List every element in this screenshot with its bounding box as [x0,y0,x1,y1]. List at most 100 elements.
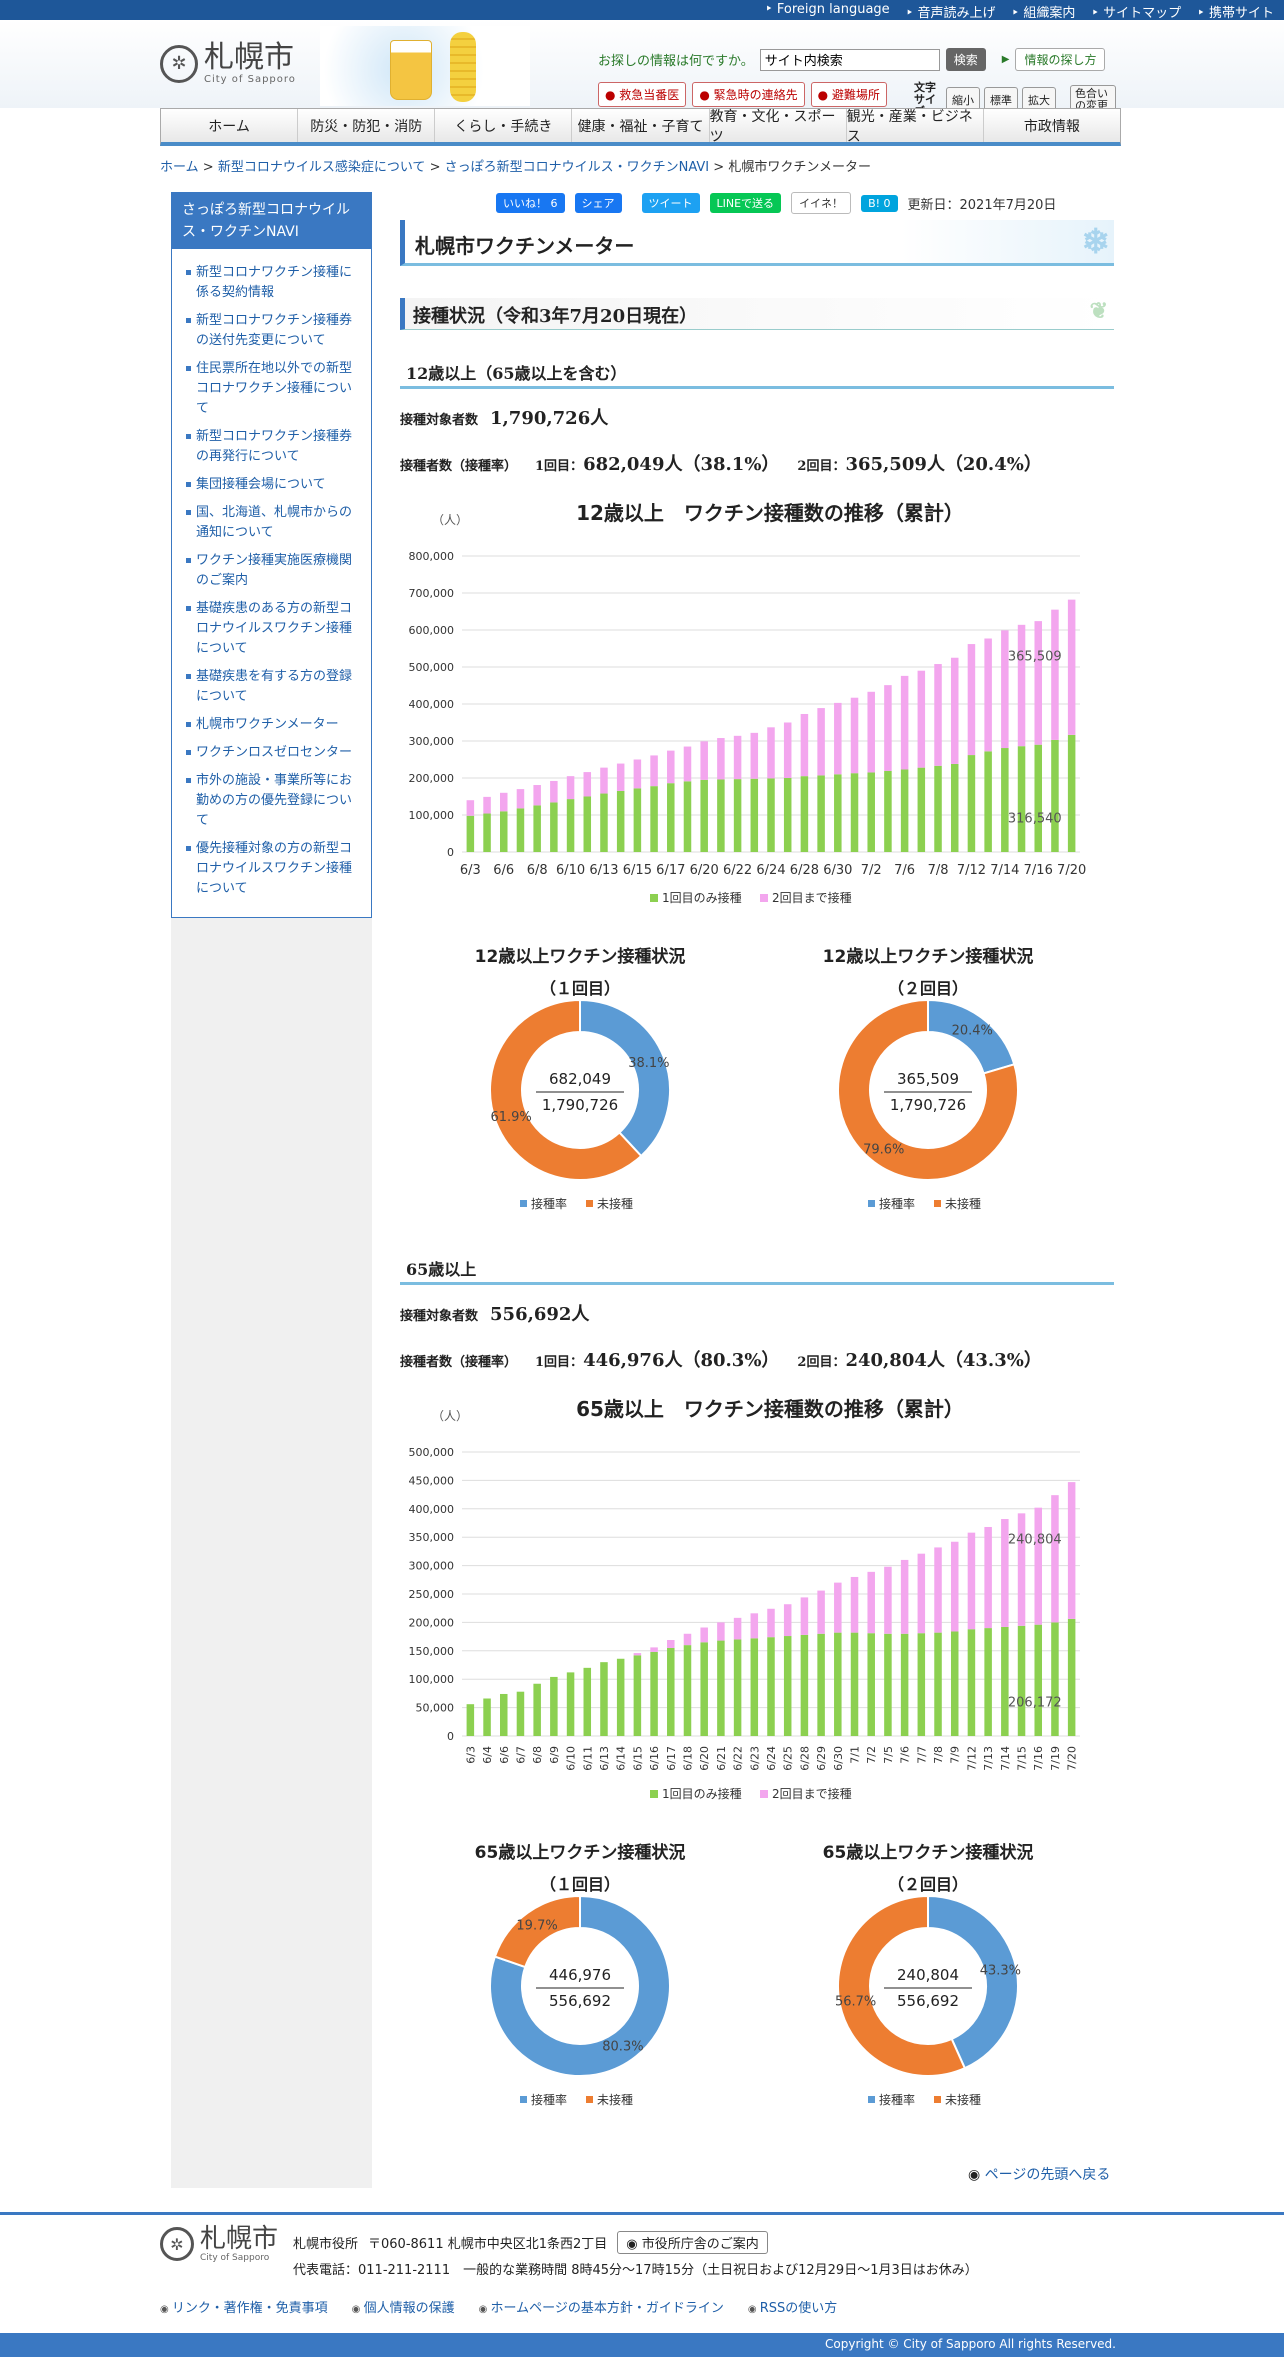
breadcrumb-covid[interactable]: 新型コロナウイルス感染症について [217,160,426,175]
back-to-top-link[interactable]: ページの先頭へ戻る [984,2167,1111,2183]
top-link-sitemap[interactable]: サイトマップ [1091,2,1181,21]
search-howto-button[interactable]: 情報の探し方 [1015,48,1106,71]
bar [466,815,475,852]
legend-label: 未接種 [597,1196,633,1211]
sidebar-item[interactable]: 集団接種会場について [186,475,357,495]
sidebar-item-link[interactable]: 集団接種会場について [196,477,326,492]
sidebar-item-link[interactable]: 新型コロナワクチン接種に係る契約情報 [196,265,353,300]
sidebar-item-link[interactable]: 住民票所在地以外での新型コロナワクチン接種について [196,361,353,416]
gnav-disaster[interactable]: 防災・防犯・消防 [298,109,436,142]
bar [600,767,608,794]
sidebar-item[interactable]: 基礎疾患を有する方の登録について [186,667,357,707]
footer-link-rss[interactable]: RSSの使い方 [748,2297,838,2316]
x-tick-label: 6/22 [723,863,752,878]
line-button[interactable]: LINEで送る [709,193,782,213]
slice-label: 38.1% [628,1056,669,1071]
emergency-contact-button[interactable]: ● 緊急時の連絡先 [692,82,805,107]
office-guide-button[interactable]: ◉ 市役所庁舎のご案内 [617,2231,768,2254]
x-tick-label: 6/10 [556,863,585,878]
bar [683,746,692,782]
emergency-doctor-button[interactable]: ● 救急当番医 [598,82,687,107]
sidebar-item-link[interactable]: 新型コロナワクチン接種券の送付先変更について [196,313,353,348]
sidebar-item-link[interactable]: ワクチン接種実施医療機関のご案内 [196,553,353,588]
center-value: 682,049 [549,1070,611,1088]
bar [800,776,809,852]
footer-link-privacy[interactable]: 個人情報の保護 [352,2297,455,2316]
legend-label: 接種率 [531,1196,567,1211]
top-link-mobile[interactable]: 携帯サイト [1197,2,1274,21]
bar [650,755,658,787]
target-value: 556,692人 [490,1304,590,1325]
bar [533,785,541,806]
search-button[interactable]: 検索 [945,48,986,71]
sidebar-title-link[interactable]: さっぽろ新型コロナウイルス・ワクチンNAVI [182,202,350,240]
sidebar-item[interactable]: 新型コロナワクチン接種券の送付先変更について [186,311,357,351]
sidebar-item-link[interactable]: 基礎疾患を有する方の登録について [196,669,353,704]
gnav-living[interactable]: くらし・手続き [435,109,573,142]
gnav-health[interactable]: 健康・福祉・子育て [572,109,710,142]
back-to-top[interactable]: ◉ ページの先頭へ戻る [968,2167,1111,2183]
top-link-read-aloud[interactable]: 音声読み上げ [906,2,996,21]
footer-link-text[interactable]: リンク・著作権・免責事項 [171,2301,328,2316]
x-tick-label: 6/22 [732,1746,745,1771]
mixi-button[interactable]: イイネ！ [791,192,852,214]
x-tick-label: 6/14 [615,1746,628,1771]
facebook-like-button[interactable]: いいね！ 6 [496,193,565,213]
bar [1067,599,1076,735]
sidebar-item-link[interactable]: 札幌市ワクチンメーター [196,717,339,732]
gnav-government[interactable]: 市政情報 [1023,118,1080,135]
x-tick-label: 6/30 [832,1746,845,1771]
gnav-tourism[interactable]: 観光・産業・ビジネス [847,109,984,145]
sidebar-item-link[interactable]: 新型コロナワクチン接種券の再発行について [196,429,353,464]
evacuation-site-button[interactable]: ● 避難場所 [810,82,887,107]
bar [767,1608,775,1638]
bar [667,750,675,784]
legend-label: 1回目のみ接種 [662,890,742,905]
hatena-button[interactable]: B! 0 [861,194,898,212]
search-input[interactable] [759,48,940,71]
sidebar-item-link[interactable]: 優先接種対象の方の新型コロナウイルスワクチン接種について [196,841,353,896]
x-tick-label: 7/2 [861,863,882,878]
chart-title: 65歳以上 ワクチン接種数の推移（累計） [576,1397,964,1421]
sidebar-item[interactable]: 新型コロナワクチン接種に係る契約情報 [186,263,357,303]
breadcrumb-home[interactable]: ホーム [160,160,199,175]
sidebar-item[interactable]: 優先接種対象の方の新型コロナウイルスワクチン接種について [186,839,357,899]
sidebar-item-link[interactable]: 市外の施設・事業所等にお勤めの方の優先登録について [196,773,353,828]
sidebar-item-link[interactable]: ワクチンロスゼロセンター [196,745,353,760]
bar [1034,1624,1043,1736]
sidebar-item[interactable]: ワクチン接種実施医療機関のご案内 [186,551,357,591]
sidebar-item[interactable]: 市外の施設・事業所等にお勤めの方の優先登録について [186,771,357,831]
footer-link-text[interactable]: RSSの使い方 [759,2301,838,2316]
legend-swatch [650,894,658,902]
tweet-button[interactable]: ツイート [641,193,700,213]
sidebar-item[interactable]: ワクチンロスゼロセンター [186,743,357,763]
facebook-share-button[interactable]: シェア [574,193,622,213]
gnav-home[interactable]: ホーム [161,109,299,142]
bar [900,1633,909,1736]
bar [483,796,491,814]
emergency-links: ● 救急当番医 ● 緊急時の連絡先 ● 避難場所 [598,82,887,107]
sidebar-item[interactable]: 新型コロナワクチン接種券の再発行について [186,427,357,467]
bar [934,1632,942,1736]
footer-link-policy[interactable]: ホームページの基本方針・ガイドライン [479,2297,724,2316]
sidebar-item[interactable]: 基礎疾患のある方の新型コロナウイルスワクチン接種について [186,599,357,659]
dose2-value: 240,804人（43.3%） [845,1350,1042,1371]
chart-12plus-dose1: 12歳以上ワクチン接種状況 （１回目） 38.1% 61.9% 682,049 1,790… [475,946,686,1211]
sidebar-title[interactable]: さっぽろ新型コロナウイルス・ワクチンNAVI [172,193,371,249]
sidebar-item[interactable]: 国、北海道、札幌市からの通知について [186,503,357,543]
global-nav: ホーム 防災・防犯・消防 くらし・手続き 健康・福祉・子育て 教育・文化・スポー… [160,108,1121,146]
sidebar-item-link[interactable]: 国、北海道、札幌市からの通知について [196,505,353,540]
footer-link-copyright[interactable]: リンク・著作権・免責事項 [160,2297,328,2316]
site-logo[interactable]: ✲ 札幌市 City of Sapporo [160,42,296,85]
bar [650,786,658,852]
sidebar-item[interactable]: 札幌市ワクチンメーター [186,715,357,735]
footer-link-text[interactable]: 個人情報の保護 [363,2301,455,2316]
top-link-organization[interactable]: 組織案内 [1012,2,1075,21]
sidebar-item[interactable]: 住民票所在地以外での新型コロナワクチン接種について [186,359,357,419]
breadcrumb-navi[interactable]: さっぽろ新型コロナウイルス・ワクチンNAVI [444,160,710,175]
gnav-education[interactable]: 教育・文化・スポーツ [710,109,847,145]
target-label: 接種対象者数 [400,413,479,428]
top-link-foreign-language[interactable]: Foreign language [765,2,890,21]
sidebar-item-link[interactable]: 基礎疾患のある方の新型コロナウイルスワクチン接種について [196,601,353,656]
footer-link-text[interactable]: ホームページの基本方針・ガイドライン [490,2301,724,2316]
